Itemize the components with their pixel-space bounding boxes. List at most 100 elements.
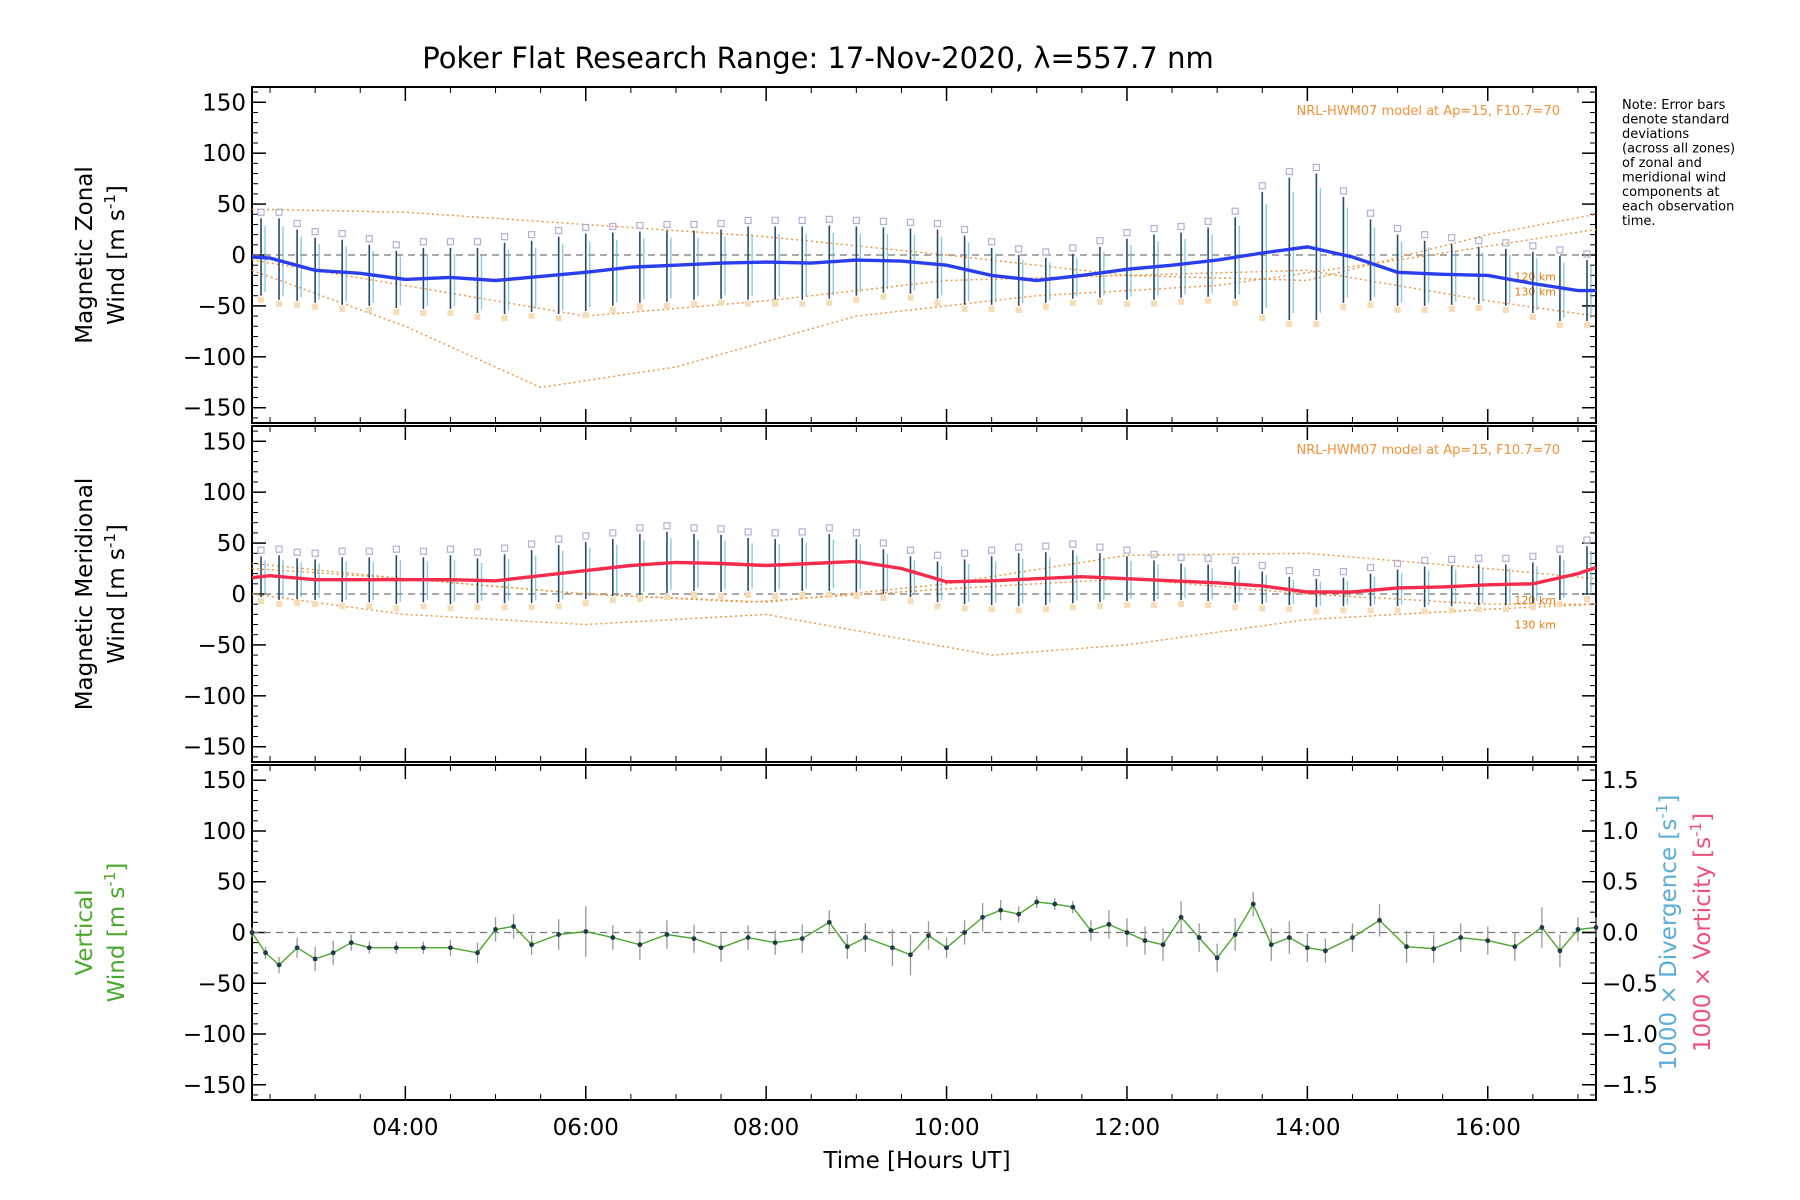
note-line: each observation	[1622, 200, 1734, 215]
meridional-scatter-point	[799, 592, 806, 599]
vertical-wind-point	[1557, 948, 1563, 954]
vertical-wind-point	[493, 927, 498, 932]
meridional-scatter-point	[1123, 602, 1130, 609]
zonal-ytick-label: 50	[217, 192, 246, 218]
meridional-scatter-point	[1312, 569, 1320, 577]
zonal-scatter-point	[1231, 207, 1239, 215]
right-ytick-label: 1.0	[1602, 819, 1639, 845]
zonal-scatter-point	[1204, 217, 1212, 225]
meridional-scatter-point	[1150, 550, 1158, 558]
meridional-scatter-point	[275, 545, 283, 553]
zonal-scatter-point	[365, 235, 373, 243]
meridional-scatter-point	[338, 547, 346, 555]
meridional-scatter-point	[1340, 607, 1347, 614]
vertical-ytick-label: 50	[217, 870, 246, 896]
x-tick-label: 04:00	[372, 1115, 438, 1141]
vertical-wind-point	[448, 945, 453, 951]
meridional-ytick-label: −150	[183, 735, 246, 761]
zonal-scatter-point	[798, 216, 806, 224]
zonal-scatter-point	[474, 314, 481, 321]
x-tick-label: 14:00	[1274, 1115, 1340, 1141]
zonal-scatter-point	[1015, 245, 1023, 253]
meridional-scatter-point	[1286, 606, 1293, 613]
zonal-scatter-point	[1150, 224, 1158, 233]
zonal-scatter-point	[1340, 303, 1347, 310]
zonal-scatter-point	[988, 305, 995, 312]
meridional-scatter-point	[718, 593, 725, 600]
meridional-model-curve	[251, 593, 1597, 656]
zonal-ytick-label: 150	[202, 90, 246, 116]
vertical-wind-point	[1377, 917, 1382, 923]
meridional-scatter-point	[312, 601, 319, 608]
zonal-scatter-point	[852, 216, 860, 224]
meridional-scatter-point	[293, 548, 301, 556]
meridional-scatter-point	[1042, 542, 1050, 550]
zonal-scatter-point	[1583, 322, 1590, 329]
vertical-ylabel-end: ]	[104, 863, 130, 872]
meridional-scatter-point	[772, 593, 779, 600]
meridional-scatter-point	[771, 529, 779, 537]
meridional-scatter-point	[1367, 607, 1374, 614]
vertical-wind-point	[1016, 911, 1022, 917]
zonal-scatter-point	[555, 226, 563, 235]
meridional-scatter-point	[609, 597, 616, 604]
x-tick-label: 08:00	[733, 1115, 799, 1141]
meridional-scatter-point	[1448, 607, 1455, 614]
meridional-scatter-point	[1339, 567, 1348, 576]
vertical-wind-point	[1304, 945, 1310, 951]
vertical-ylabel-line1: Vertical	[72, 889, 98, 975]
meridional-scatter-point	[961, 605, 968, 612]
meridional-scatter-point	[419, 547, 427, 555]
meridional-scatter-point	[1151, 602, 1158, 609]
zonal-scatter-point	[1042, 303, 1049, 310]
zonal-scatter-point	[1259, 315, 1266, 322]
meridional-scatter-point	[1204, 554, 1212, 562]
zonal-scatter-point	[663, 302, 670, 309]
vertical-wind-point	[664, 932, 670, 937]
vertical-wind-point	[529, 942, 535, 948]
zonal-scatter-point	[1475, 237, 1483, 245]
vorticity-axis-label: 1000 × Vorticity [s-1]	[1687, 813, 1716, 1052]
vertical-wind-point	[249, 930, 255, 935]
zonal-scatter-point	[690, 220, 698, 229]
zonal-scatter-point	[717, 219, 725, 228]
vertical-wind-point	[1431, 946, 1437, 952]
meridional-scatter-point	[934, 603, 941, 610]
zonal-scatter-point	[1366, 209, 1375, 217]
zonal-scatter-point	[1069, 299, 1076, 306]
meridional-scatter-point	[1394, 607, 1401, 614]
vertical-wind-point	[637, 942, 643, 948]
vorticity-label-sup: -1	[1687, 822, 1705, 837]
vertical-wind-point	[691, 936, 697, 941]
zonal-scatter-point	[1096, 237, 1104, 245]
vertical-wind-point	[1512, 944, 1518, 950]
meridional-scatter-point	[1096, 603, 1103, 610]
meridional-scatter-point	[663, 522, 671, 530]
zonal-scatter-point	[907, 294, 914, 301]
vertical-ytick-label: 0	[231, 921, 246, 947]
zonal-scatter-point	[1205, 297, 1212, 304]
vertical-wind-point	[556, 932, 562, 937]
vertical-ylabel-sup: -1	[101, 872, 119, 887]
note-line: of zonal and	[1622, 156, 1702, 171]
vertical-wind-point	[1268, 942, 1274, 948]
zonal-scatter-point	[1015, 306, 1022, 313]
zonal-scatter-point	[338, 230, 346, 238]
zonal-scatter-point	[1421, 231, 1429, 239]
right-ytick-label: 0.5	[1602, 870, 1639, 896]
zonal-scatter-point	[1286, 321, 1293, 328]
meridional-scatter-point	[826, 592, 833, 599]
meridional-scatter-point	[988, 546, 996, 554]
meridional-scatter-point	[853, 593, 860, 600]
right-ytick-label: −1.0	[1602, 1022, 1658, 1048]
vertical-wind-point	[1286, 935, 1292, 940]
meridional-scatter-point	[392, 545, 400, 553]
vertical-ylabel-line2: Wind [m s-1]	[101, 863, 130, 1003]
zonal-scatter-point	[772, 300, 779, 307]
vertical-wind-point	[1539, 925, 1545, 930]
vertical-wind-point	[1458, 935, 1464, 940]
zonal-scatter-point	[1177, 222, 1185, 231]
zonal-scatter-point	[1475, 304, 1482, 311]
vertical-wind-point	[1250, 901, 1256, 907]
